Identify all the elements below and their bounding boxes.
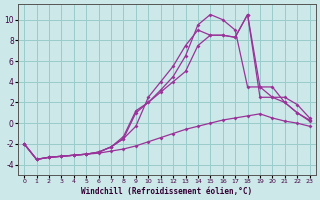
X-axis label: Windchill (Refroidissement éolien,°C): Windchill (Refroidissement éolien,°C) (81, 187, 252, 196)
